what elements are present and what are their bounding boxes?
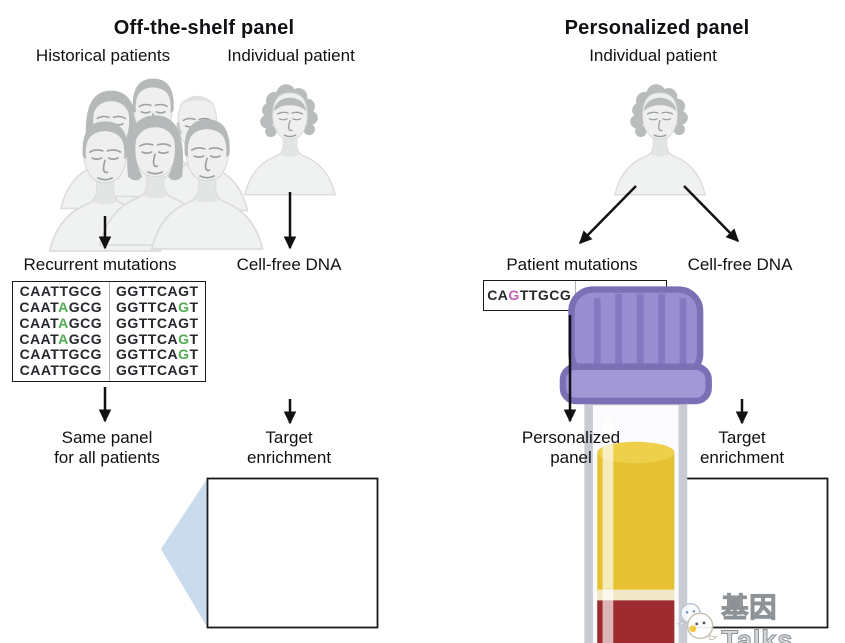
watermark: 基因Talks xyxy=(676,586,845,643)
column-header-individual-patient-left: Individual patient xyxy=(227,46,355,65)
target-enrichment-label-left: Target enrichment xyxy=(247,428,331,468)
target-enrichment-box-left xyxy=(206,477,379,629)
sequence-read: CAGTTGCG xyxy=(487,286,572,303)
patient-mutations-label: Patient mutations xyxy=(506,255,638,274)
target-line2: enrichment xyxy=(699,448,785,467)
same-panel-label: Same panel for all patients xyxy=(54,428,160,468)
individual-patient-illustration-right xyxy=(614,83,706,196)
recurrent-mutations-sequence-box: CAATTGCG CAATAGCG CAATAGCG CAATAGCG CAATTGCG… xyxy=(12,281,206,382)
sequence-column-right: GGTTCAGT GGTTCAGT GGTTCAGT GGTTCAGT GGTTCAGT… xyxy=(108,282,206,381)
sequence-read: CAATTGCG xyxy=(19,283,102,300)
cell-free-dna-label-left: Cell-free DNA xyxy=(236,255,342,274)
patient-mutations-sequence-box: CAGTTGCG GGTTCACT xyxy=(483,280,667,311)
sequence-column-left: CAGTTGCG xyxy=(484,281,575,310)
target-enrichment-label-right: Target enrichment xyxy=(700,428,784,468)
sequence-column-right: GGTTCACT xyxy=(574,281,667,310)
watermark-logo-icon xyxy=(676,602,718,641)
sequence-read: GGTTCAGT xyxy=(115,314,199,331)
target-line2: enrichment xyxy=(246,448,332,467)
sequence-read: GGTTCAGT xyxy=(115,346,199,363)
column-header-historical-patients: Historical patients xyxy=(35,46,171,65)
subtitle-individual-patient-right: Individual patient xyxy=(589,46,717,65)
sequence-read: GGTTCACT xyxy=(579,286,662,303)
target-line1: Target xyxy=(718,428,766,447)
same-panel-line2: for all patients xyxy=(54,448,160,467)
watermark-text: 基因Talks xyxy=(721,593,794,643)
personalized-line1: Personalized xyxy=(521,428,621,447)
sequence-read: GGTTCAGT xyxy=(115,362,199,379)
sequence-column-left: CAATTGCG CAATAGCG CAATAGCG CAATAGCG CAATTGCG… xyxy=(13,282,109,381)
cell-free-dna-label-right: Cell-free DNA xyxy=(687,255,793,274)
sequence-read: GGTTCAGT xyxy=(115,298,199,315)
individual-patient-illustration-left xyxy=(244,83,336,196)
sequence-read: GGTTCAGT xyxy=(115,330,199,347)
sequence-read: CAATAGCG xyxy=(19,314,103,331)
panel-title-left: Off-the-shelf panel xyxy=(113,17,295,39)
magnify-funnel-left xyxy=(161,479,207,627)
target-line1: Target xyxy=(265,428,313,447)
sequence-read: CAATAGCG xyxy=(19,330,103,347)
sequence-read: GGTTCAGT xyxy=(115,283,199,300)
personalized-line2: panel xyxy=(550,448,592,467)
magnify-funnel-right xyxy=(611,479,657,627)
sequence-read: CAATAGCG xyxy=(19,298,103,315)
panel-title-right: Personalized panel xyxy=(564,17,750,39)
arrow-patient-to-mutations-right xyxy=(578,185,637,245)
historical-patients-group-illustration xyxy=(49,77,264,252)
arrow-patient-to-cfdna-right xyxy=(683,185,740,243)
same-panel-line1: Same panel xyxy=(61,428,153,447)
recurrent-mutations-label: Recurrent mutations xyxy=(23,255,177,274)
sequence-read: CAATTGCG xyxy=(19,346,102,363)
personalized-panel-label: Personalized panel xyxy=(522,428,620,468)
sequence-read: CAATTGCG xyxy=(19,362,102,379)
